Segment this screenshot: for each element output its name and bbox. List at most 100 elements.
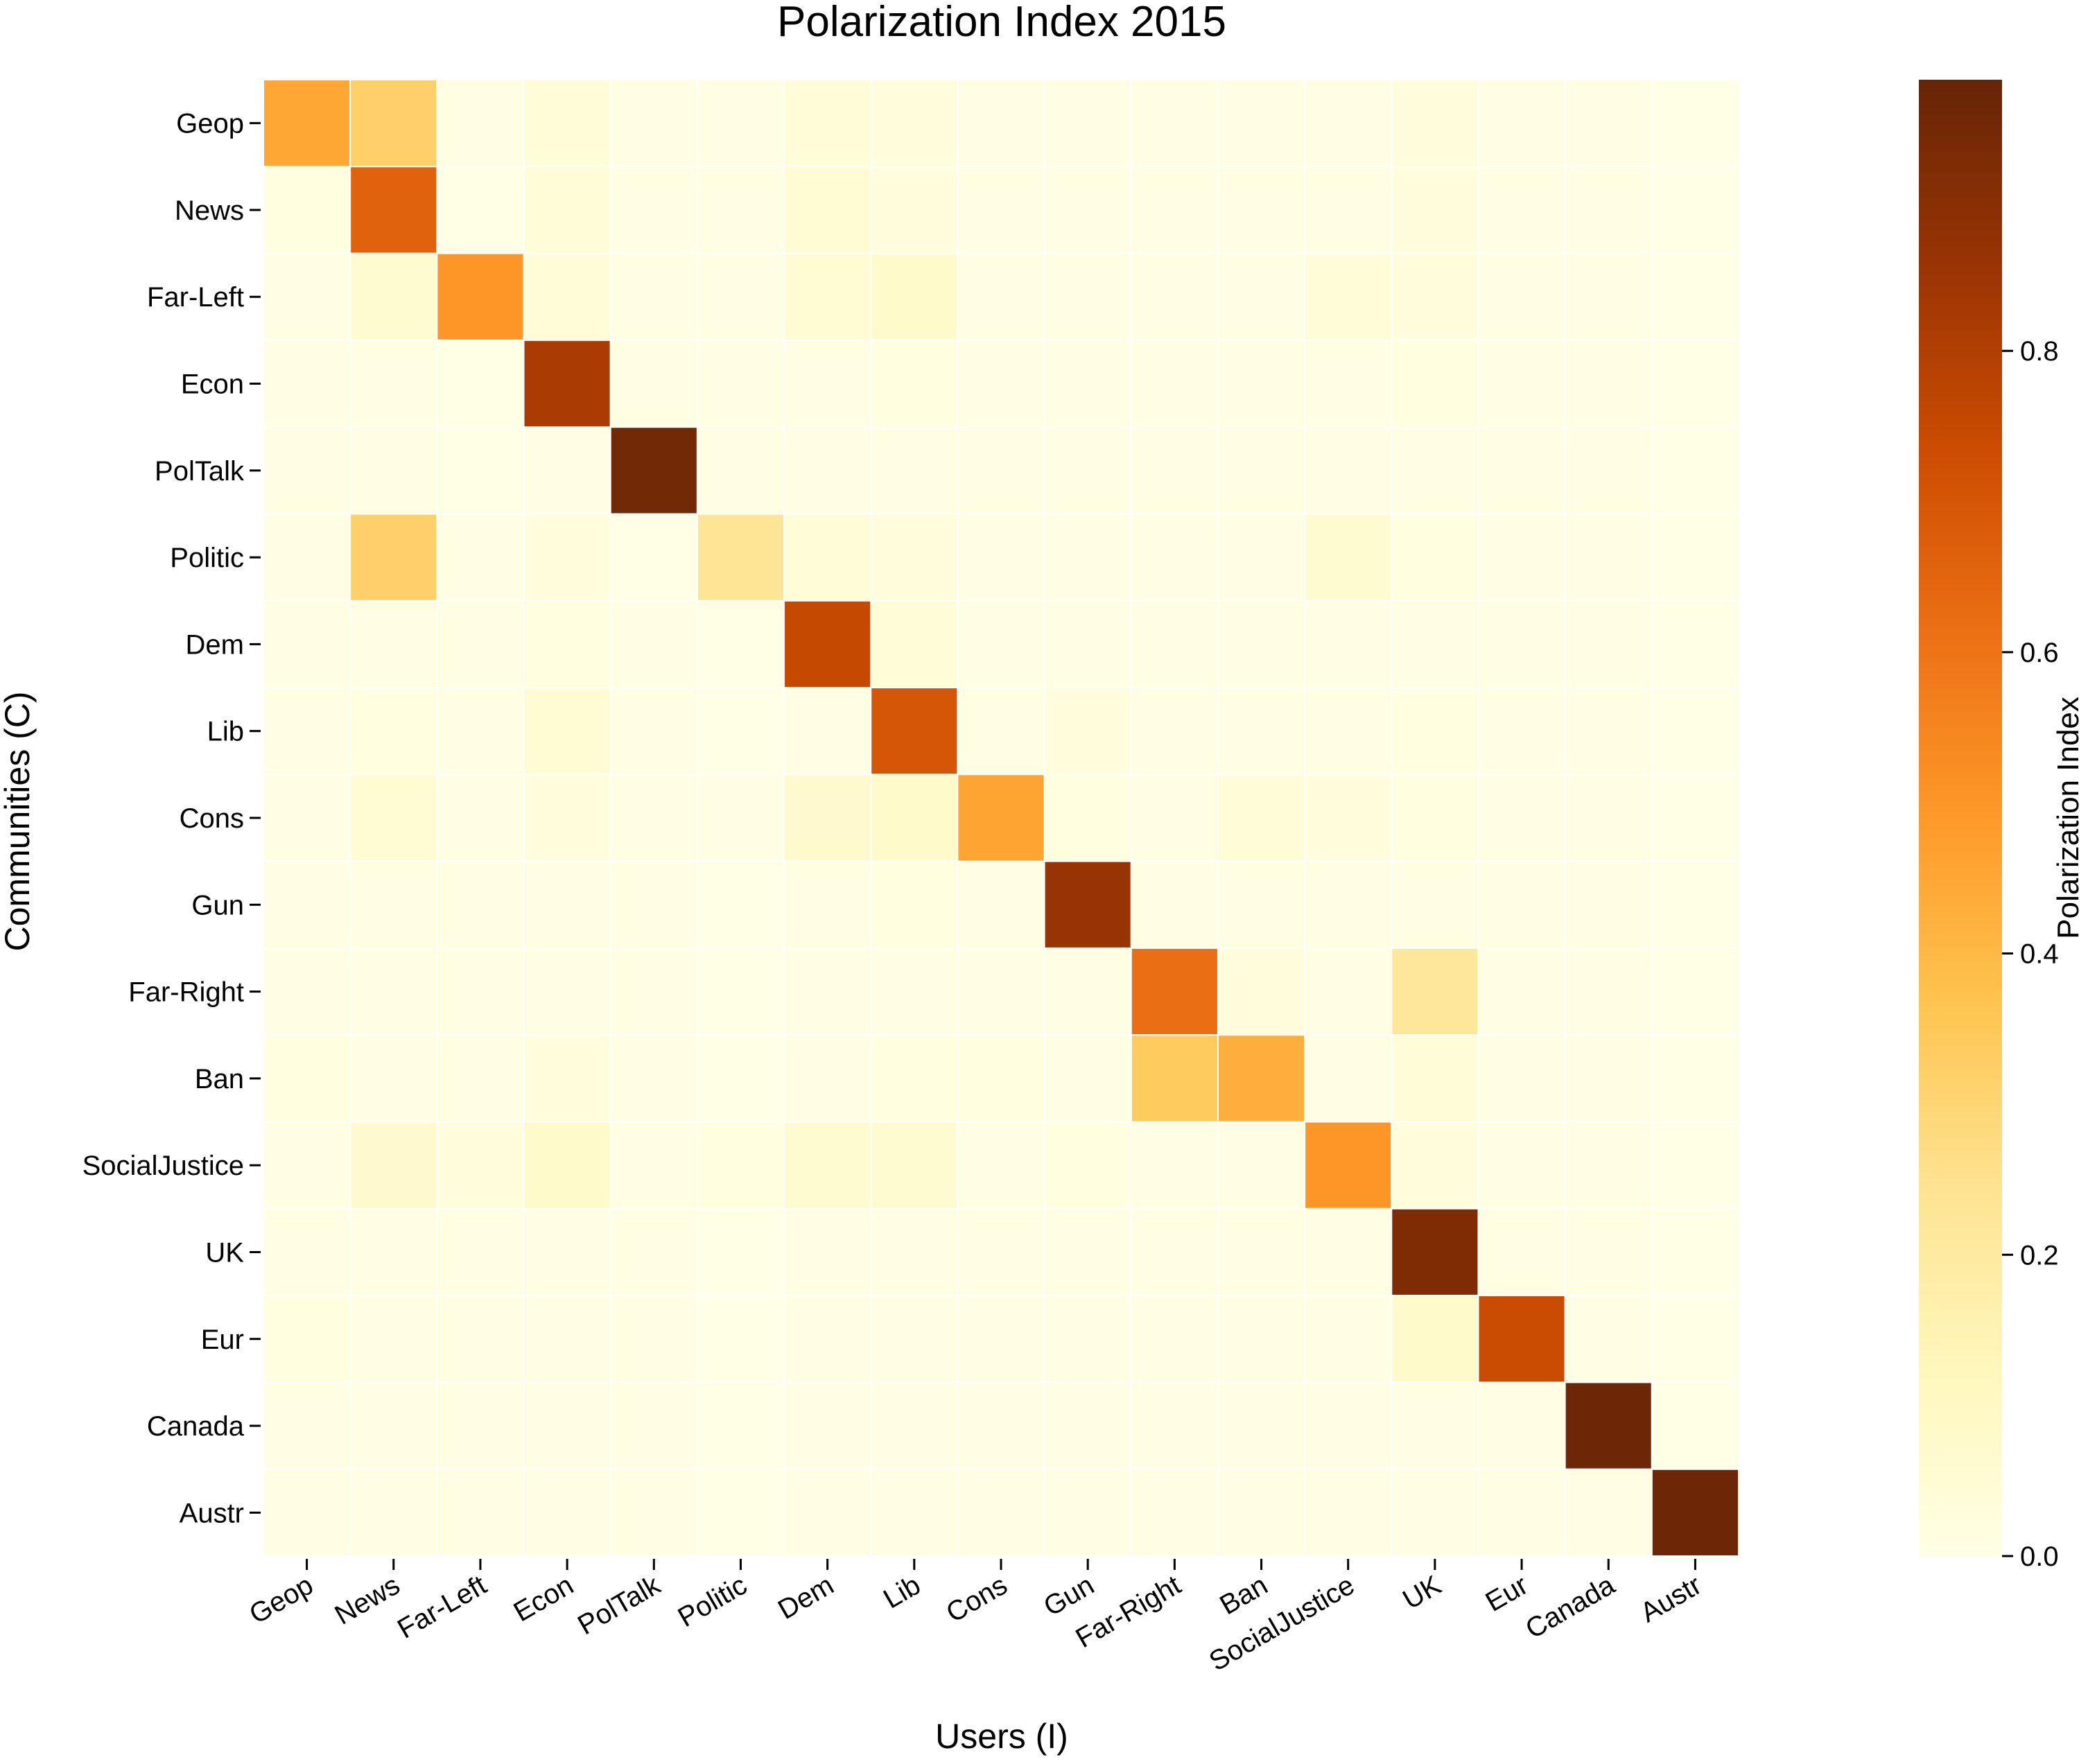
heatmap-cell-UK-Austr [1651, 1207, 1739, 1297]
colorbar-tick-label: 0.4 [2020, 939, 2059, 970]
heatmap-cell-Lib-PolTalk [609, 687, 698, 776]
heatmap-cell-SocialJustice-PolTalk [609, 1121, 698, 1210]
heatmap-cell-Geop-Canada [1564, 79, 1653, 168]
heatmap-cell-Austr-Ban [1217, 1468, 1306, 1557]
heatmap-cell-Eur-Lib [870, 1295, 959, 1383]
heatmap-cell-Austr-News [349, 1468, 438, 1557]
heatmap-cell-Politic-Austr [1651, 513, 1739, 602]
heatmap-cell-Econ-Canada [1564, 339, 1653, 428]
heatmap-cell-Eur-PolTalk [609, 1295, 698, 1383]
heatmap-cell-News-Far-Left [436, 166, 525, 254]
heatmap-cell-Cons-Austr [1651, 774, 1739, 862]
colorbar-tick-label: 0.8 [2020, 336, 2059, 367]
chart-title: Polarization Index 2015 [777, 0, 1226, 46]
colorbar-tick-label: 0.6 [2020, 638, 2059, 668]
heatmap-cell-Eur-Gun [1043, 1295, 1132, 1383]
heatmap-cell-Dem-Eur [1477, 600, 1566, 689]
heatmap-cell-UK-Dem [783, 1207, 872, 1297]
heatmap-cell-Canada-SocialJustice [1304, 1381, 1393, 1470]
heatmap-cell-Lib-Cons [957, 687, 1045, 776]
heatmap-cell-Gun-SocialJustice [1304, 860, 1393, 949]
heatmap-cell-Econ-Far-Left [436, 339, 525, 428]
heatmap-cell-News-Geop [263, 166, 351, 254]
heatmap-cell-Geop-Lib [870, 79, 959, 168]
heatmap-cell-Ban-UK [1391, 1034, 1479, 1123]
colorbar-gradient [1919, 80, 2002, 1556]
heatmap-cell-Gun-Eur [1477, 860, 1566, 949]
heatmap-cell-UK-Cons [957, 1207, 1045, 1297]
heatmap-cell-Dem-News [349, 600, 438, 689]
heatmap-cell-PolTalk-Politic [696, 426, 785, 515]
heatmap-cell-SocialJustice-SocialJustice [1304, 1121, 1393, 1210]
heatmap-cell-UK-PolTalk [609, 1207, 698, 1297]
x-tick-label: Canada [1520, 1569, 1620, 1645]
heatmap-cell-Lib-Politic [696, 687, 785, 776]
heatmap-cell-Far-Right-Far-Right [1130, 947, 1219, 1036]
heatmap-cell-PolTalk-Dem [783, 426, 872, 515]
heatmap-cell-Ban-Far-Right [1130, 1034, 1219, 1123]
y-tick-label: Politic [170, 543, 244, 573]
heatmap-cell-Lib-Gun [1043, 687, 1132, 776]
heatmap-cell-Dem-Cons [957, 600, 1045, 689]
heatmap-cell-PolTalk-Lib [870, 426, 959, 515]
heatmap-cell-Econ-Dem [783, 339, 872, 428]
heatmap-cell-News-Canada [1564, 166, 1653, 254]
heatmap-cell-Dem-SocialJustice [1304, 600, 1393, 689]
heatmap-cell-Dem-Lib [870, 600, 959, 689]
heatmap-cell-Far-Right-Dem [783, 947, 872, 1036]
heatmap-cell-Politic-Far-Right [1130, 513, 1219, 602]
heatmap-cell-Canada-Gun [1043, 1381, 1132, 1470]
colorbar-tick-label: 0.2 [2020, 1240, 2059, 1270]
heatmap-cell-Austr-Canada [1564, 1468, 1653, 1557]
heatmap-cell-SocialJustice-Canada [1564, 1121, 1653, 1210]
heatmap-cell-Canada-News [349, 1381, 438, 1470]
x-tick-label: Austr [1635, 1570, 1707, 1629]
heatmap-cell-SocialJustice-Gun [1043, 1121, 1132, 1210]
heatmap-cell-Gun-Geop [263, 860, 351, 949]
heatmap-cell-Econ-Far-Right [1130, 339, 1219, 428]
heatmap-cell-Politic-Geop [263, 513, 351, 602]
heatmap-cell-Far-Left-Austr [1651, 252, 1739, 341]
heatmap-cell-Gun-Gun [1043, 860, 1132, 949]
heatmap-cell-Geop-PolTalk [609, 79, 698, 168]
heatmap-cell-Austr-Gun [1043, 1468, 1132, 1557]
heatmap-cell-News-Far-Right [1130, 166, 1219, 254]
heatmap-cell-PolTalk-Cons [957, 426, 1045, 515]
heatmap-cell-Cons-Gun [1043, 774, 1132, 862]
y-tick-label: Lib [207, 717, 244, 747]
heatmap-cell-Far-Right-Austr [1651, 947, 1739, 1036]
y-tick-label: Econ [181, 369, 244, 400]
y-tick-label: Austr [180, 1498, 244, 1528]
heatmap-cell-SocialJustice-Cons [957, 1121, 1045, 1210]
heatmap-cell-Gun-Far-Left [436, 860, 525, 949]
heatmap-cell-Cons-Eur [1477, 774, 1566, 862]
heatmap-cell-Austr-Far-Left [436, 1468, 525, 1557]
heatmap-cell-Ban-Gun [1043, 1034, 1132, 1123]
y-tick-label: PolTalk [155, 456, 245, 487]
heatmap-cell-Econ-Cons [957, 339, 1045, 428]
heatmap-cell-News-Eur [1477, 166, 1566, 254]
heatmap-cell-Dem-Gun [1043, 600, 1132, 689]
x-tick-label: Econ [509, 1570, 579, 1628]
x-tick-label: Geop [244, 1570, 318, 1630]
heatmap-cell-PolTalk-Far-Left [436, 426, 525, 515]
heatmap-cell-SocialJustice-Eur [1477, 1121, 1566, 1210]
heatmap-cell-Lib-Econ [523, 687, 611, 776]
heatmap-cell-UK-Eur [1477, 1207, 1566, 1297]
heatmap-cell-Lib-Eur [1477, 687, 1566, 776]
x-tick-label: Ban [1215, 1570, 1273, 1621]
heatmap-cell-Ban-Politic [696, 1034, 785, 1123]
heatmap-cell-Far-Left-Politic [696, 252, 785, 341]
heatmap-cell-Gun-Lib [870, 860, 959, 949]
y-axis-ticks: Geop News Far-Left Econ PolTalk Politic Dem Lib… [82, 109, 261, 1528]
x-tick-label: PolTalk [573, 1569, 666, 1641]
heatmap-cell-Ban-Dem [783, 1034, 872, 1123]
y-tick-label: Eur [201, 1325, 244, 1355]
y-tick-label: Far-Left [147, 282, 244, 313]
heatmap-cell-Far-Left-Cons [957, 252, 1045, 341]
heatmap-cell-Dem-Politic [696, 600, 785, 689]
heatmap-cell-Geop-Far-Right [1130, 79, 1219, 168]
heatmap-cell-Far-Left-Econ [523, 252, 611, 341]
heatmap-cell-Gun-Dem [783, 860, 872, 949]
